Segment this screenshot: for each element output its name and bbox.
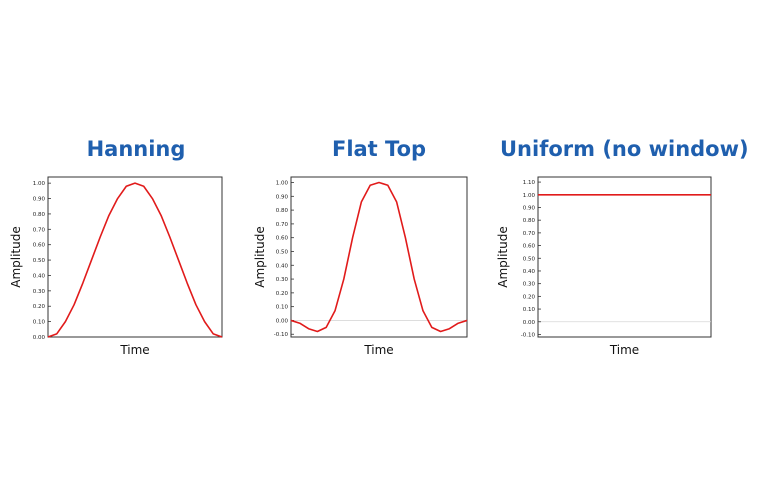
y-tick-label-1-4: 0.30 — [276, 277, 289, 283]
y-axis-label-2: Amplitude — [496, 226, 510, 288]
y-tick-label-1-0: -0.10 — [274, 332, 289, 338]
y-tick-label-1-3: 0.20 — [276, 291, 289, 297]
y-tick-label-1-5: 0.40 — [276, 263, 289, 269]
y-tick-label-1-8: 0.70 — [276, 222, 289, 228]
x-axis-label-1: Time — [363, 343, 393, 357]
y-tick-label-0-6: 0.60 — [33, 243, 46, 249]
y-tick-label-2-2: 0.10 — [523, 307, 536, 313]
y-tick-label-2-3: 0.20 — [523, 294, 536, 300]
y-tick-label-1-11: 1.00 — [276, 181, 289, 187]
y-tick-label-1-2: 0.10 — [276, 305, 289, 311]
y-tick-label-1-6: 0.50 — [276, 249, 289, 255]
y-axis-label-0: Amplitude — [9, 226, 23, 288]
y-tick-label-1-10: 0.90 — [276, 194, 289, 200]
series-line-0-0 — [47, 182, 223, 338]
y-tick-label-2-10: 0.90 — [523, 205, 536, 211]
y-tick-label-0-5: 0.50 — [33, 258, 46, 264]
y-tick-label-2-1: 0.00 — [523, 320, 536, 326]
y-tick-label-1-7: 0.60 — [276, 236, 289, 242]
plot-frame-0 — [47, 176, 223, 338]
y-tick-label-0-0: 0.00 — [33, 335, 46, 341]
y-tick-label-1-9: 0.80 — [276, 208, 289, 214]
y-tick-label-2-7: 0.60 — [523, 244, 536, 250]
chart-title-flat-top: Flat Top — [331, 137, 427, 161]
x-axis-label-2: Time — [609, 343, 639, 357]
y-tick-label-2-0: -0.10 — [521, 332, 536, 338]
y-tick-label-2-9: 0.80 — [523, 218, 536, 224]
y-tick-label-2-8: 0.70 — [523, 231, 536, 237]
y-tick-label-0-4: 0.40 — [33, 273, 46, 279]
plot-frame-2 — [537, 176, 712, 338]
y-tick-label-0-8: 0.80 — [33, 212, 46, 218]
y-tick-label-2-4: 0.30 — [523, 282, 536, 288]
y-tick-label-0-1: 0.10 — [33, 320, 46, 326]
chart-title-uniform: Uniform (no window) — [500, 137, 749, 161]
y-tick-label-2-6: 0.50 — [523, 256, 536, 262]
y-tick-label-0-7: 0.70 — [33, 227, 46, 233]
y-tick-label-2-5: 0.40 — [523, 269, 536, 275]
y-tick-label-1-1: 0.00 — [276, 318, 289, 324]
plot-frame-1 — [290, 176, 468, 338]
y-tick-label-0-3: 0.30 — [33, 289, 46, 295]
y-tick-label-0-10: 1.00 — [33, 181, 46, 187]
y-tick-label-0-2: 0.20 — [33, 304, 46, 310]
y-tick-label-2-12: 1.10 — [523, 180, 536, 186]
y-tick-label-0-9: 0.90 — [33, 197, 46, 203]
chart-title-hanning: Hanning — [86, 137, 186, 161]
x-axis-label-0: Time — [119, 343, 149, 357]
y-axis-label-1: Amplitude — [253, 226, 267, 288]
series-line-1-0 — [290, 181, 468, 333]
y-tick-label-2-11: 1.00 — [523, 193, 536, 199]
